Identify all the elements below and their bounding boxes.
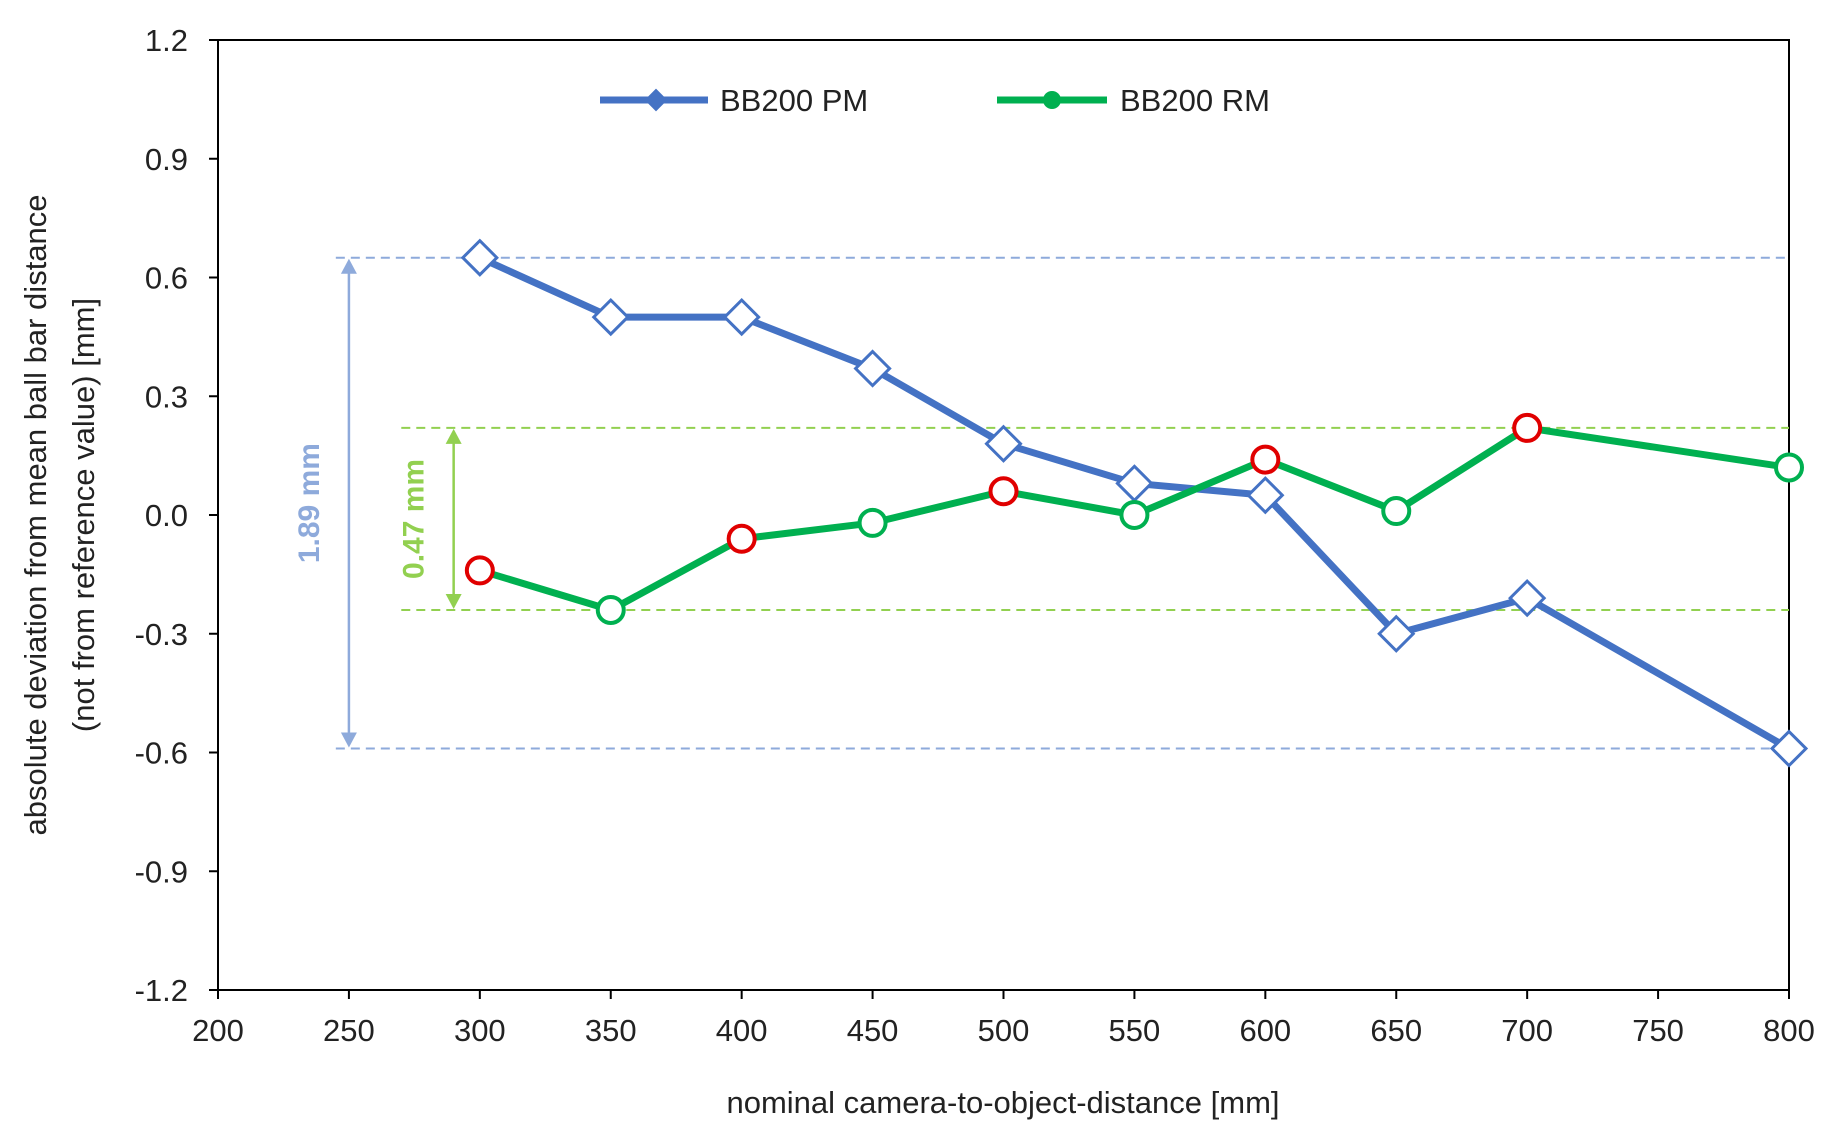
x-tick-label: 300 — [454, 1013, 506, 1048]
data-point-pm — [853, 349, 892, 388]
data-point-pm — [1115, 464, 1154, 503]
x-tick-label: 250 — [323, 1013, 375, 1048]
data-point-rm — [857, 507, 888, 538]
y-tick-label: -0.6 — [135, 736, 188, 771]
data-point-rm-highlighted — [988, 476, 1019, 507]
span-arrow-head-down — [445, 594, 462, 609]
x-tick-label: 550 — [1109, 1013, 1161, 1048]
span-label: 1.89 mm — [293, 443, 326, 563]
data-point-rm-highlighted — [1512, 412, 1543, 443]
x-tick-label: 400 — [716, 1013, 768, 1048]
legend-label-rm: BB200 RM — [1120, 83, 1270, 118]
x-tick-label: 600 — [1239, 1013, 1291, 1048]
y-tick-label: 1.2 — [145, 23, 188, 58]
data-point-pm — [460, 238, 499, 277]
y-axis-title-line-1: absolute deviation from mean ball bar di… — [18, 194, 53, 835]
span-guides: 1.89 mm 0.47 mm — [293, 256, 1789, 750]
y-tick-label: -0.9 — [135, 854, 188, 889]
y-tick-label: -1.2 — [135, 973, 188, 1008]
x-axis-title: nominal camera-to-object-distance [mm] — [726, 1085, 1279, 1120]
axes: 200 250 300 350 400 450 500 550 600 650 700 750 800 1… — [135, 23, 1815, 1048]
data-point-pm — [1508, 579, 1547, 618]
legend: BB200 PM BB200 RM — [600, 83, 1270, 118]
x-tick-label: 650 — [1370, 1013, 1422, 1048]
data-point-pm — [722, 297, 761, 337]
data-point-pm — [591, 297, 630, 337]
y-axis-title-line-2: (not from reference value) [mm] — [66, 298, 101, 732]
span-arrow-head-up — [445, 428, 462, 444]
data-point-rm-highlighted — [1250, 444, 1281, 475]
x-tick-label: 200 — [192, 1013, 244, 1048]
data-point-rm-highlighted — [464, 555, 495, 586]
series-line-rm — [476, 424, 1793, 614]
span-arrow-head-down — [340, 732, 357, 748]
x-tick-label: 350 — [585, 1013, 637, 1048]
x-tick-label: 750 — [1632, 1013, 1684, 1048]
y-tick-label: 0.0 — [145, 498, 188, 533]
x-tick-label: 450 — [847, 1013, 899, 1048]
series-layer — [460, 238, 1809, 768]
data-point-rm — [595, 595, 626, 625]
data-point-rm — [1119, 500, 1150, 530]
x-tick-label: 800 — [1763, 1013, 1815, 1048]
legend-label-pm: BB200 PM — [720, 83, 868, 118]
data-point-pm — [1246, 476, 1285, 515]
data-point-pm — [1377, 614, 1416, 653]
y-tick-label: 0.9 — [145, 142, 188, 177]
legend-marker-pm — [644, 88, 668, 112]
data-point-rm-highlighted — [726, 523, 757, 554]
y-tick-label: 0.6 — [145, 261, 188, 296]
x-tick-label: 700 — [1501, 1013, 1553, 1048]
x-tick-label: 500 — [978, 1013, 1030, 1048]
data-point-rm — [1381, 496, 1412, 527]
data-point-rm — [1774, 452, 1804, 483]
y-tick-label: 0.3 — [145, 379, 188, 414]
data-point-pm — [984, 424, 1023, 463]
legend-marker-rm — [1043, 91, 1061, 109]
span-label: 0.47 mm — [398, 459, 431, 579]
series-line-pm — [476, 254, 1793, 753]
y-tick-label: -0.3 — [135, 617, 188, 652]
span-arrow-head-up — [340, 258, 357, 274]
data-point-pm — [1769, 729, 1809, 768]
